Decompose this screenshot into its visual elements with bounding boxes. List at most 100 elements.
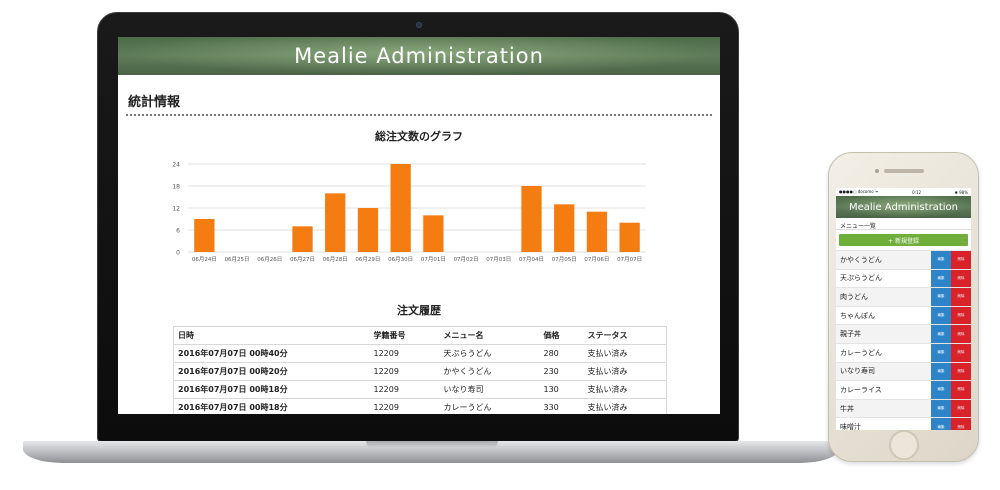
cell-student-id: 12209 — [369, 362, 440, 381]
delete-button[interactable]: 削除 — [951, 418, 971, 430]
menu-list: かやくうどん 編集 削除 天ぷらうどん 編集 削除 肉うどん 編集 削除 ちゃんぽん 編集 削除 親子丼… — [836, 250, 971, 430]
x-tick-label: 06月28日 — [323, 256, 348, 263]
cell-price: 230 — [539, 362, 584, 381]
orders-chart: 0 6 12 18 24 06月24日 06月25日 06月26日 06月27日 06月28日 06… — [118, 144, 720, 294]
column-header-student-id: 学籍番号 — [369, 326, 440, 345]
edit-button[interactable]: 編集 — [931, 418, 951, 430]
delete-button[interactable]: 削除 — [951, 306, 971, 325]
status-bar: ●●●●○ docomo ᯤ 0:12 ✱ 98% — [836, 188, 971, 196]
edit-button[interactable]: 編集 — [931, 325, 951, 343]
chart-bar — [357, 208, 379, 252]
list-item: 天ぷらうどん 編集 削除 — [836, 268, 971, 288]
cell-student-id: 12209 — [369, 344, 440, 363]
chart-bar — [586, 211, 608, 252]
x-tick-label: 07月07日 — [617, 256, 642, 263]
mobile-app-title: Mealie Administration — [849, 201, 958, 213]
cell-date: 2016年07月07日 00時20分 — [173, 362, 370, 381]
cell-status: 支払い済み — [583, 362, 667, 381]
chart-bar — [521, 186, 542, 252]
delete-button[interactable]: 削除 — [951, 288, 971, 306]
edit-button[interactable]: 編集 — [931, 399, 951, 418]
table-row: 2016年07月07日 00時40分 12209 天ぷらうどん 280 支払い済… — [173, 344, 667, 363]
delete-button[interactable]: 削除 — [951, 325, 971, 343]
menu-item-name: 天ぷらうどん — [840, 274, 882, 283]
column-header-date: 日時 — [173, 326, 370, 345]
app-title: Mealie Administration — [294, 44, 544, 68]
list-item: 味噌汁 編集 削除 — [836, 417, 971, 430]
edit-button[interactable]: 編集 — [931, 251, 951, 269]
cell-menu: いなり寿司 — [439, 380, 540, 399]
x-tick-label: 07月01日 — [421, 256, 446, 263]
new-register-button[interactable]: + 新規登録 — [839, 234, 968, 246]
x-tick-label: 07月03日 — [486, 256, 511, 263]
app-header: Mealie Administration — [118, 37, 720, 75]
chart-bar — [423, 215, 444, 252]
edit-button[interactable]: 編集 — [931, 343, 951, 362]
x-tick-label: 07月05日 — [552, 256, 577, 263]
menu-item-name: 味噌汁 — [840, 423, 861, 430]
chart-title: 総注文数のグラフ — [375, 130, 463, 143]
menu-list-title: メニュー一覧 — [836, 218, 971, 230]
edit-button[interactable]: 編集 — [931, 381, 951, 399]
delete-button[interactable]: 削除 — [951, 269, 971, 288]
list-item: カレーライス 編集 削除 — [836, 380, 971, 399]
delete-button[interactable]: 削除 — [951, 343, 971, 362]
column-header-price: 価格 — [539, 326, 584, 345]
delete-button[interactable]: 削除 — [951, 381, 971, 399]
chart-bar — [194, 219, 215, 252]
x-tick-label: 06月27日 — [290, 256, 315, 263]
mobile-app-header: Mealie Administration — [836, 196, 971, 218]
chart-svg: 0 6 12 18 24 06月24日 06月25日 06月26日 06月27日 06月28日 06… — [172, 162, 646, 263]
x-tick-label: 07月02日 — [454, 256, 479, 263]
column-header-status: ステータス — [583, 326, 667, 345]
laptop-base — [23, 441, 839, 463]
phone-camera-icon — [875, 169, 879, 173]
list-item: いなり寿司 編集 削除 — [836, 361, 971, 381]
cell-price: 130 — [539, 380, 584, 399]
cell-price: 280 — [539, 344, 584, 363]
delete-button[interactable]: 削除 — [951, 399, 971, 418]
cell-date: 2016年07月07日 00時40分 — [173, 344, 370, 363]
chart-bar — [619, 222, 640, 252]
laptop-screen: Mealie Administration 統計情報 総注文数のグラフ 0 6 12… — [118, 37, 720, 414]
camera-icon — [416, 22, 422, 28]
chart-bar — [325, 193, 346, 252]
x-tick-label: 06月30日 — [388, 256, 413, 263]
edit-button[interactable]: 編集 — [931, 288, 951, 306]
x-tick-label: 07月04日 — [519, 256, 544, 263]
x-tick-label: 06月25日 — [225, 256, 250, 263]
delete-button[interactable]: 削除 — [951, 362, 971, 381]
carrier-signal: ●●●●○ docomo ᯤ — [839, 189, 879, 194]
battery-status: ✱ 98% — [954, 189, 968, 195]
table-row: 2016年07月07日 00時18分 12209 いなり寿司 130 支払い済み — [173, 380, 667, 399]
list-item: カレーうどん 編集 削除 — [836, 342, 971, 362]
edit-button[interactable]: 編集 — [931, 362, 951, 381]
main-content: 統計情報 総注文数のグラフ 0 6 12 18 24 06月24日 06月25日 06月26日… — [118, 91, 720, 414]
orders-history-title: 注文履歴 — [397, 304, 441, 317]
menu-item-name: いなり寿司 — [840, 367, 875, 376]
menu-item-name: 牛丼 — [840, 404, 854, 413]
y-tick-label: 0 — [176, 250, 180, 257]
table-header-row: 日時 学籍番号 メニュー名 価格 ステータス — [173, 326, 667, 345]
edit-button[interactable]: 編集 — [931, 269, 951, 288]
cell-status: 支払い済み — [583, 344, 667, 363]
chart-bar — [554, 204, 575, 252]
y-tick-label: 6 — [176, 228, 180, 235]
x-tick-label: 06月29日 — [355, 256, 380, 263]
x-tick-label: 07月06日 — [584, 256, 609, 263]
menu-item-name: ちゃんぽん — [840, 311, 875, 320]
table-row: 2016年07月07日 00時18分 12209 カレーうどん 330 支払い済… — [173, 398, 667, 414]
cell-menu: カレーうどん — [439, 398, 540, 414]
cell-date: 2016年07月07日 00時18分 — [173, 380, 370, 399]
edit-button[interactable]: 編集 — [931, 306, 951, 325]
column-header-menu: メニュー名 — [439, 326, 540, 345]
home-button[interactable] — [889, 430, 919, 460]
list-item: 牛丼 編集 削除 — [836, 398, 971, 418]
cell-price: 330 — [539, 398, 584, 414]
y-tick-label: 12 — [172, 206, 180, 213]
orders-table: 日時 学籍番号 メニュー名 価格 ステータス 2016年07月07日 00時40… — [173, 326, 667, 414]
delete-button[interactable]: 削除 — [951, 251, 971, 269]
phone-screen: ●●●●○ docomo ᯤ 0:12 ✱ 98% Mealie Adminis… — [836, 188, 971, 430]
x-tick-label: 06月26日 — [257, 256, 282, 263]
cell-student-id: 12209 — [369, 398, 440, 414]
